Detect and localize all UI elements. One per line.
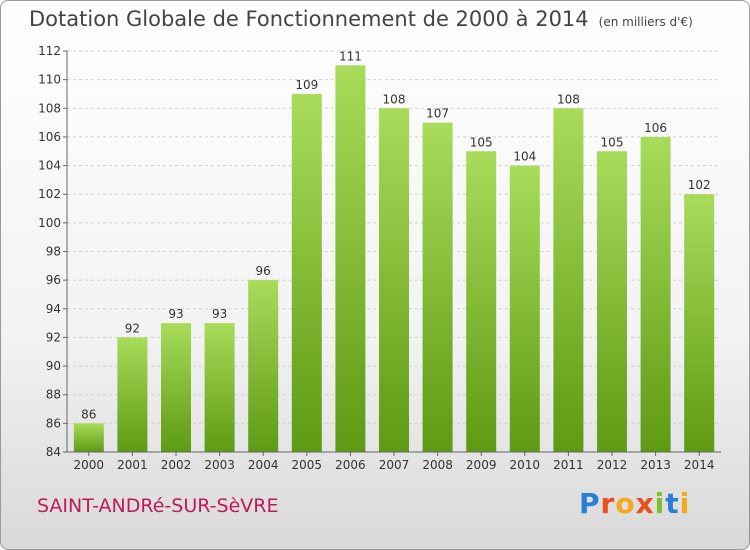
chart-title: Dotation Globale de Fonctionnement de 20… xyxy=(29,7,693,31)
x-tick-label-2012: 2012 xyxy=(597,458,628,472)
brand-letter: P xyxy=(579,487,601,520)
bar-2009 xyxy=(466,151,497,452)
brand-letter: i xyxy=(679,487,691,520)
data-label-2009: 105 xyxy=(470,135,493,149)
x-tick-label-2010: 2010 xyxy=(510,458,541,472)
x-tick-label-2009: 2009 xyxy=(466,458,497,472)
x-tick-label-2004: 2004 xyxy=(248,458,279,472)
x-tick-label-2013: 2013 xyxy=(640,458,671,472)
bar-2002 xyxy=(161,323,191,452)
bar-2001 xyxy=(117,337,148,452)
data-label-2001: 92 xyxy=(125,321,140,335)
bar-2008 xyxy=(422,122,453,452)
x-tick-label-2001: 2001 xyxy=(117,458,148,472)
y-tick-label: 96 xyxy=(46,273,61,287)
axes: 84 86 88 90 92 94 96 98 100 102 104 106 108 110 112 200… xyxy=(38,44,721,472)
y-tick-label: 84 xyxy=(46,445,61,459)
y-tick-label: 104 xyxy=(38,159,61,173)
x-tick-label-2000: 2000 xyxy=(74,458,105,472)
y-tick-label: 108 xyxy=(38,101,61,115)
commune-name: SAINT-ANDRé-SUR-SèVRE xyxy=(37,495,279,517)
x-tick-label-2006: 2006 xyxy=(335,458,366,472)
data-label-2007: 108 xyxy=(383,92,406,106)
y-tick-label: 106 xyxy=(38,130,61,144)
brand-letter: o xyxy=(615,487,636,520)
unit-label: (en milliers d'€) xyxy=(598,15,693,29)
bar-2004 xyxy=(248,280,279,452)
bar-2014 xyxy=(684,194,715,452)
y-tick-label: 86 xyxy=(46,416,61,430)
bars xyxy=(73,65,715,453)
bar-2003 xyxy=(204,323,235,452)
x-tick-label-2011: 2011 xyxy=(553,458,584,472)
x-tick-label-2014: 2014 xyxy=(684,458,715,472)
bar-2013 xyxy=(640,136,671,452)
data-label-2010: 104 xyxy=(513,150,536,164)
y-tick-label: 94 xyxy=(46,302,61,316)
brand-letter: i xyxy=(654,487,666,520)
data-label-2004: 96 xyxy=(256,264,271,278)
data-label-2008: 107 xyxy=(426,107,449,121)
bar-2012 xyxy=(597,151,627,452)
y-tick-label: 98 xyxy=(46,245,61,259)
data-labels: 86 92 93 93 96 109 111 108 107 105 104 108 105 106 102 xyxy=(81,49,710,421)
y-tick-label: 92 xyxy=(46,330,61,344)
data-label-2005: 109 xyxy=(295,78,318,92)
data-label-2002: 93 xyxy=(168,307,183,321)
data-label-2006: 111 xyxy=(339,49,362,63)
data-label-2013: 106 xyxy=(644,121,667,135)
data-label-2003: 93 xyxy=(212,307,227,321)
bar-2005 xyxy=(291,93,322,452)
y-tick-label: 88 xyxy=(46,388,61,402)
data-label-2012: 105 xyxy=(601,135,624,149)
bar-2007 xyxy=(379,108,409,453)
y-tick-label: 100 xyxy=(38,216,61,230)
x-tick-label-2005: 2005 xyxy=(292,458,323,472)
bar-2000 xyxy=(73,423,104,452)
bar-2011 xyxy=(553,108,584,453)
x-tick-label-2007: 2007 xyxy=(379,458,410,472)
data-label-2011: 108 xyxy=(557,92,580,106)
bar-2010 xyxy=(509,165,540,453)
brand-letter: x xyxy=(635,487,655,520)
brand-letter: t xyxy=(665,487,680,520)
bar-2006 xyxy=(335,65,366,453)
proxiti-logo: Proxiti xyxy=(579,487,690,520)
x-tick-label-2002: 2002 xyxy=(161,458,192,472)
brand-letter: r xyxy=(600,487,616,520)
y-tick-label: 112 xyxy=(38,44,61,58)
y-tick-label: 110 xyxy=(38,73,61,87)
x-tick-label-2008: 2008 xyxy=(422,458,453,472)
y-tick-label: 102 xyxy=(38,187,61,201)
y-tick-label: 90 xyxy=(46,359,61,373)
data-label-2014: 102 xyxy=(688,178,711,192)
data-label-2000: 86 xyxy=(81,407,96,421)
title-text: Dotation Globale de Fonctionnement de 20… xyxy=(29,7,589,31)
x-tick-label-2003: 2003 xyxy=(204,458,235,472)
